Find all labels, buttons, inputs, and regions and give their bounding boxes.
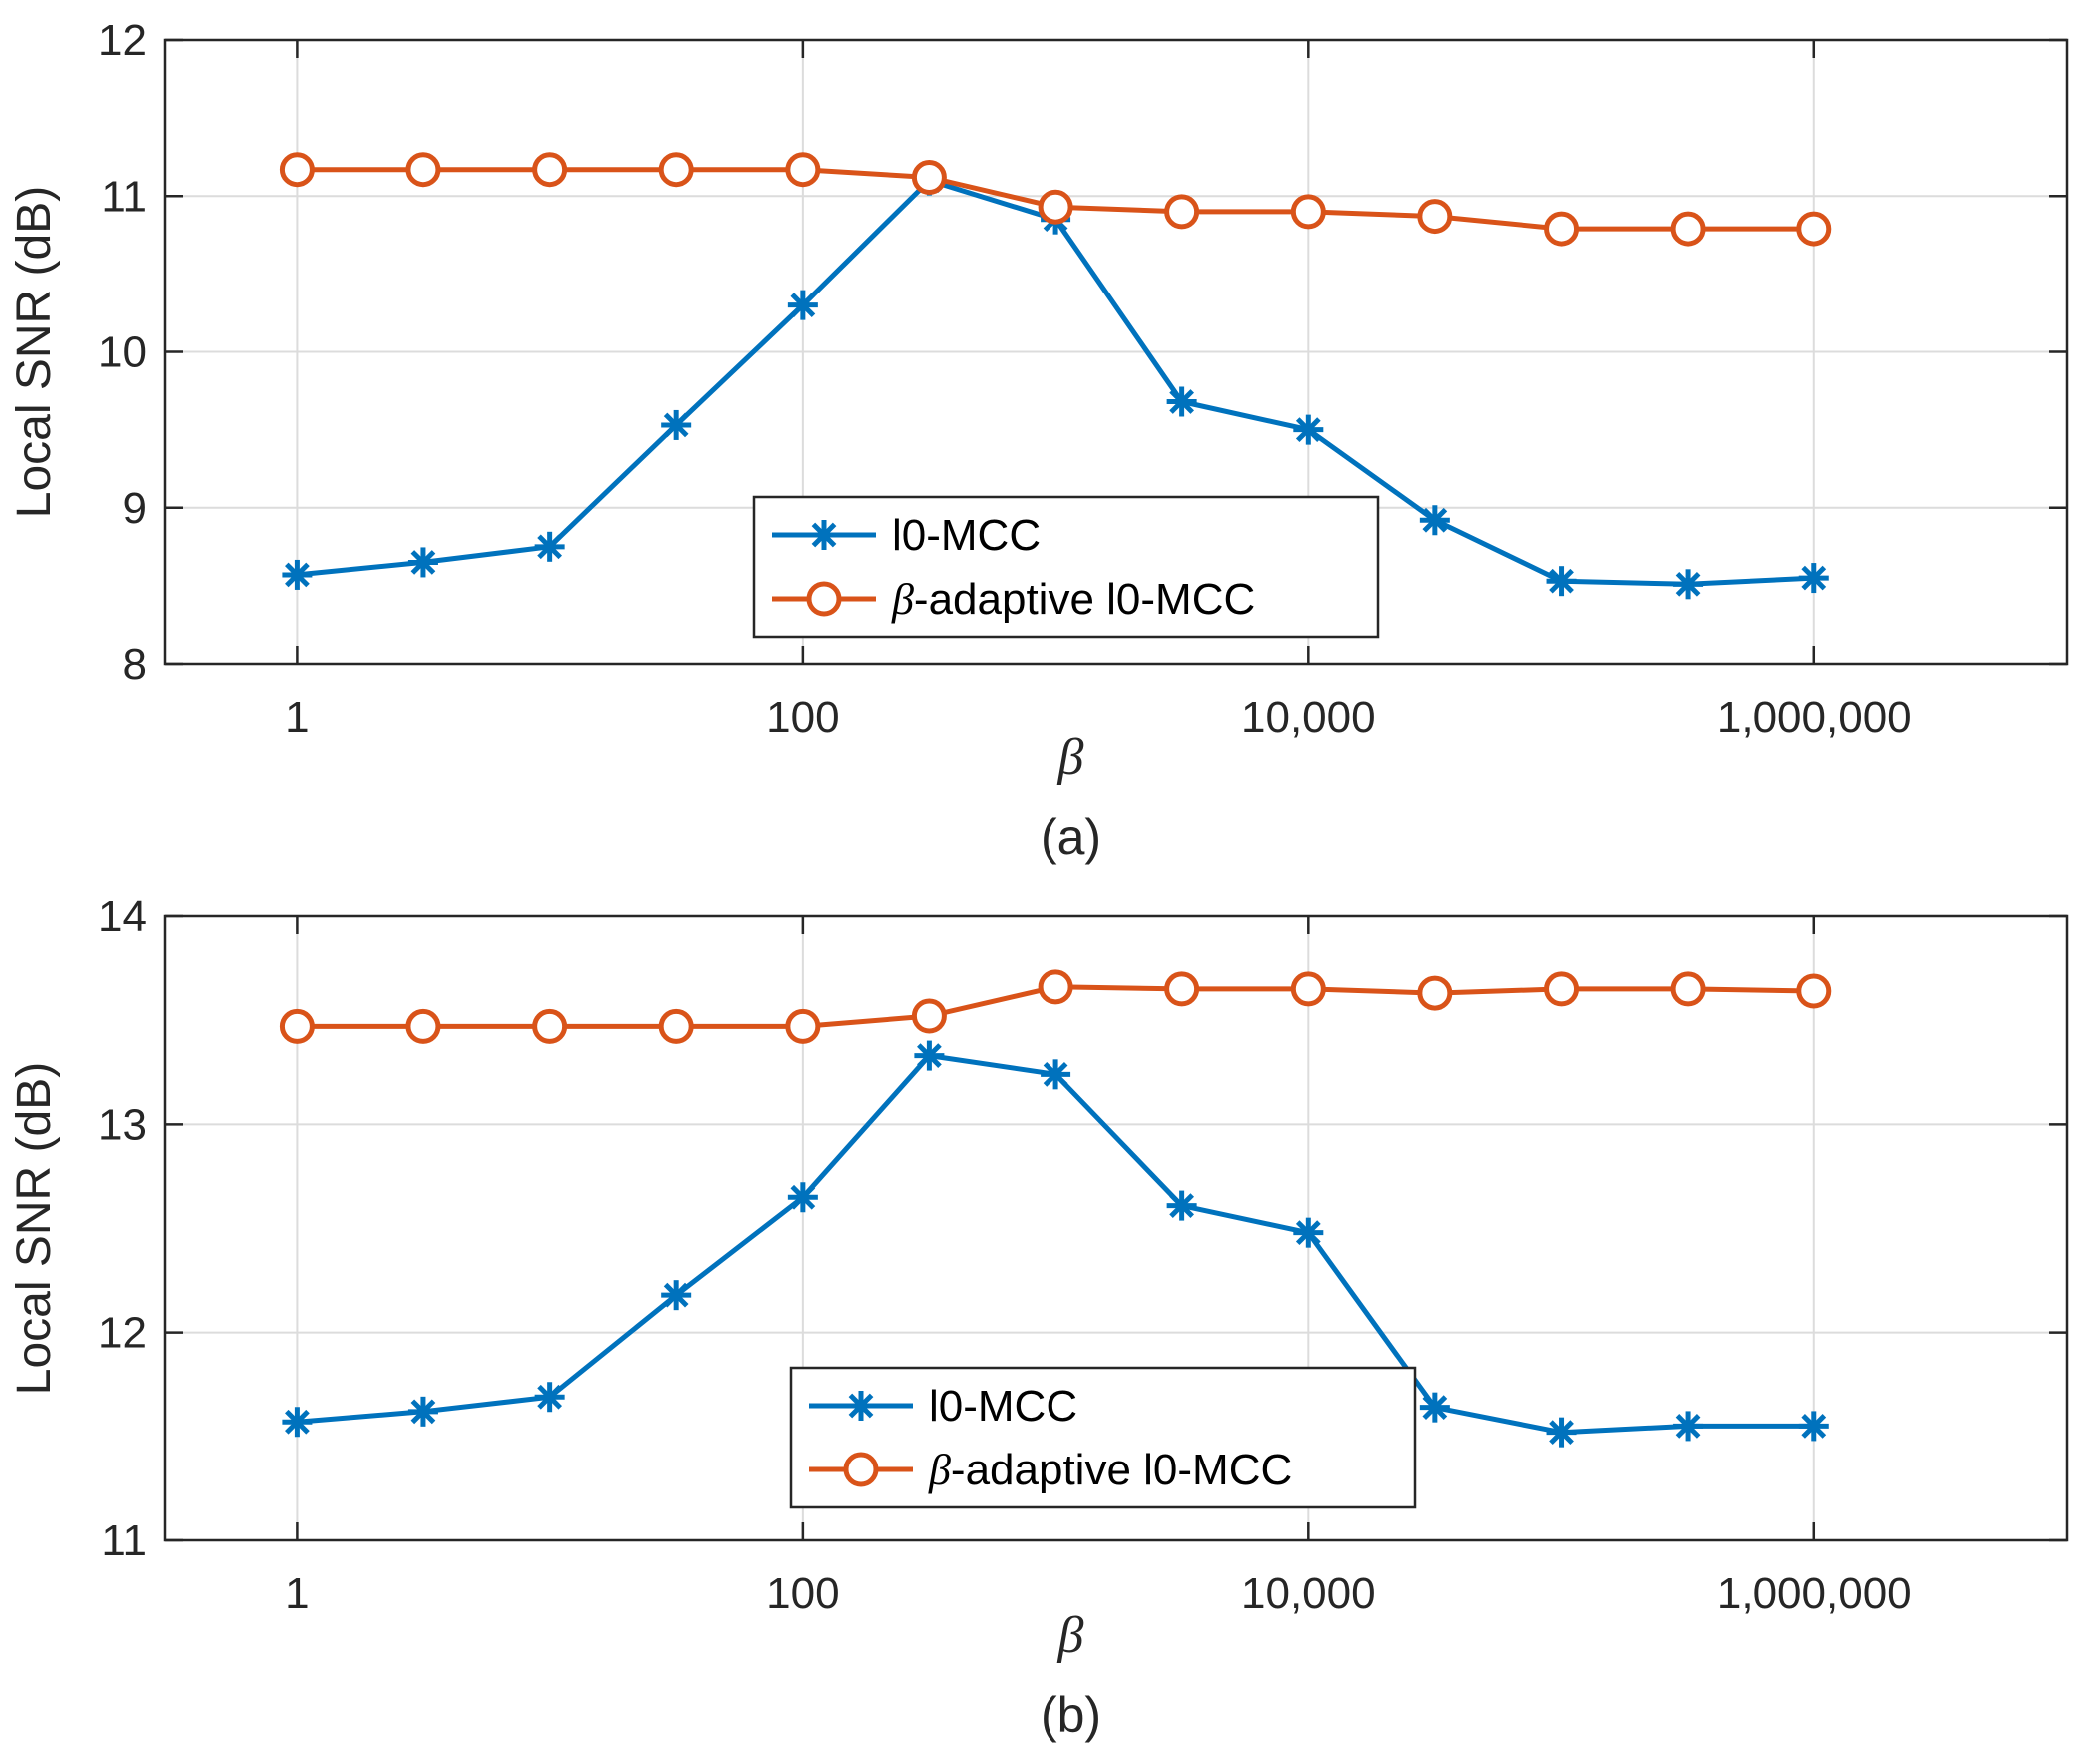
data-point bbox=[1798, 1411, 1829, 1442]
data-point bbox=[1290, 194, 1326, 230]
data-point bbox=[1673, 569, 1704, 600]
panel-caption: (a) bbox=[1041, 809, 1101, 865]
data-point bbox=[661, 409, 692, 440]
data-point bbox=[407, 547, 438, 578]
y-tick-label: 12 bbox=[98, 16, 147, 65]
series-beta-adaptive-l0-mcc bbox=[279, 969, 1832, 1044]
series-l0-mcc bbox=[282, 1040, 1829, 1448]
data-point bbox=[1544, 211, 1580, 247]
data-point bbox=[661, 1280, 692, 1311]
data-point bbox=[1798, 563, 1829, 594]
data-point bbox=[1419, 505, 1450, 536]
y-tick-label: 13 bbox=[98, 1100, 147, 1149]
legend: l0-MCC β-adaptive l0-MCC bbox=[789, 1366, 1417, 1509]
data-point bbox=[911, 160, 947, 195]
legend-box bbox=[752, 495, 1380, 639]
data-point bbox=[1544, 971, 1580, 1007]
data-point bbox=[911, 998, 947, 1034]
y-tick-label: 11 bbox=[101, 1516, 147, 1565]
data-point bbox=[787, 290, 818, 320]
data-point bbox=[532, 1008, 568, 1044]
legend-beta-symbol: β bbox=[928, 1446, 951, 1494]
legend-label: β-adaptive l0-MCC bbox=[891, 575, 1255, 624]
data-point bbox=[532, 152, 568, 188]
legend-label-rest: -adaptive l0-MCC bbox=[914, 575, 1255, 624]
x-tick-label: 10,000 bbox=[1241, 1569, 1376, 1618]
y-tick-label: 10 bbox=[98, 328, 147, 377]
data-point bbox=[1293, 1217, 1324, 1248]
legend-label: l0-MCC bbox=[929, 1382, 1077, 1431]
data-point bbox=[785, 1008, 821, 1044]
data-point bbox=[1417, 975, 1453, 1011]
data-point bbox=[1417, 199, 1453, 235]
data-point bbox=[1796, 973, 1832, 1009]
y-tick-label: 9 bbox=[123, 484, 147, 533]
data-point bbox=[534, 1382, 565, 1413]
x-axis-label: β bbox=[1057, 729, 1084, 786]
axes-box bbox=[163, 914, 2069, 1542]
panel-b: 1 100 10,000 1,000,000 11 12 13 14 Local SNR (dB… bbox=[8, 892, 2069, 1743]
data-point bbox=[1290, 971, 1326, 1007]
y-tick-label: 14 bbox=[98, 892, 147, 941]
y-tick-label: 8 bbox=[123, 640, 147, 689]
data-point bbox=[1166, 1190, 1197, 1221]
series-beta-adaptive-l0-mcc bbox=[279, 152, 1832, 247]
y-axis-label: Local SNR (dB) bbox=[8, 1062, 61, 1395]
legend-marker bbox=[846, 1391, 876, 1421]
grid bbox=[165, 40, 2067, 664]
x-tick-label: 1,000,000 bbox=[1717, 1569, 1912, 1618]
data-point bbox=[785, 152, 821, 188]
data-point bbox=[1164, 194, 1200, 230]
data-point bbox=[282, 559, 313, 590]
data-point bbox=[1038, 969, 1073, 1005]
panel-caption: (b) bbox=[1041, 1687, 1101, 1743]
x-tick-label: 1 bbox=[285, 693, 309, 742]
data-point bbox=[1796, 211, 1832, 247]
data-point bbox=[1293, 414, 1324, 445]
y-axis-label: Local SNR (dB) bbox=[8, 186, 61, 518]
data-point bbox=[279, 1008, 315, 1044]
data-point bbox=[914, 1040, 945, 1071]
y-tick-label: 12 bbox=[98, 1309, 147, 1358]
data-point bbox=[1673, 1411, 1704, 1442]
legend-marker bbox=[843, 1452, 879, 1487]
legend-beta-symbol: β bbox=[891, 575, 914, 624]
data-point bbox=[407, 1396, 438, 1427]
data-point bbox=[658, 1008, 694, 1044]
data-point bbox=[1670, 971, 1706, 1007]
data-point bbox=[1419, 1392, 1450, 1423]
x-tick-label: 1,000,000 bbox=[1717, 693, 1912, 742]
data-point bbox=[1670, 211, 1706, 247]
x-tick-label: 100 bbox=[766, 693, 839, 742]
data-point bbox=[279, 152, 315, 188]
legend-label: β-adaptive l0-MCC bbox=[928, 1446, 1292, 1494]
legend-box bbox=[789, 1366, 1417, 1509]
legend: l0-MCC β-adaptive l0-MCC bbox=[752, 495, 1380, 639]
data-point bbox=[787, 1182, 818, 1213]
x-axis-label: β bbox=[1057, 1607, 1084, 1664]
data-point bbox=[1038, 189, 1073, 225]
x-tick-label: 100 bbox=[766, 1569, 839, 1618]
x-tick-label: 10,000 bbox=[1241, 693, 1376, 742]
legend-label: l0-MCC bbox=[892, 511, 1041, 560]
data-point bbox=[405, 1008, 441, 1044]
panel-a: 1 100 10,000 1,000,000 8 9 10 11 12 Local SNR (dB… bbox=[8, 16, 2069, 865]
data-point bbox=[1546, 1417, 1577, 1448]
legend-label-rest: -adaptive l0-MCC bbox=[951, 1446, 1292, 1494]
x-tick-label: 1 bbox=[285, 1569, 309, 1618]
data-point bbox=[1546, 566, 1577, 597]
data-point bbox=[405, 152, 441, 188]
legend-marker bbox=[809, 520, 839, 550]
data-point bbox=[658, 152, 694, 188]
legend-marker bbox=[806, 581, 842, 617]
data-point bbox=[534, 531, 565, 562]
data-point bbox=[1164, 971, 1200, 1007]
data-point bbox=[1166, 386, 1197, 417]
data-point bbox=[282, 1407, 313, 1438]
data-point bbox=[1041, 1059, 1071, 1090]
y-tick-label: 11 bbox=[101, 172, 147, 221]
